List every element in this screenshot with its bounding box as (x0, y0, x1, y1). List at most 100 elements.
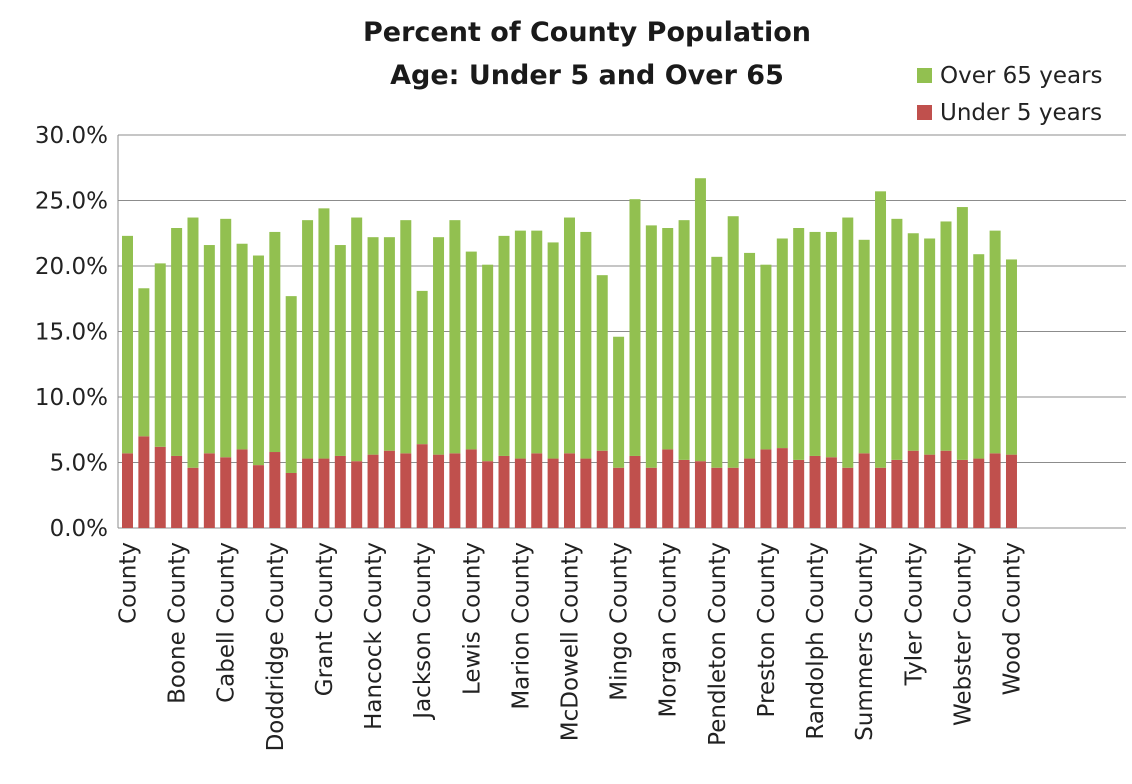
bar-under5 (154, 446, 166, 528)
bar-over65 (465, 251, 477, 450)
bar-under5 (285, 472, 297, 528)
bar-under5 (547, 458, 559, 528)
chart-subtitle: Age: Under 5 and Over 65 (390, 60, 784, 91)
bar-over65 (940, 221, 952, 451)
bar-over65 (973, 254, 985, 459)
x-tick-label: Doddridge County (263, 542, 289, 751)
bar-over65 (367, 237, 379, 455)
bar-over65 (154, 263, 166, 447)
bar-under5 (334, 455, 346, 528)
x-tick-label: McDowell County (557, 542, 583, 741)
bar-under5 (122, 453, 133, 528)
bar-over65 (580, 231, 592, 459)
x-tick-label: County (116, 542, 142, 624)
chart-title: Percent of County Population (363, 17, 811, 48)
bar-over65 (645, 225, 657, 468)
x-tick-label: Boone County (165, 542, 191, 704)
bar-over65 (989, 230, 1001, 454)
bar-under5 (940, 450, 952, 528)
bar-under5 (1005, 454, 1017, 528)
x-tick-label: Tyler County (901, 542, 927, 686)
y-tick-label: 20.0% (35, 254, 108, 280)
bar-over65 (187, 217, 199, 468)
bar-under5 (662, 449, 674, 528)
x-tick-label: Jackson County (410, 542, 436, 721)
bar-over65 (302, 220, 314, 459)
bar-under5 (875, 467, 887, 528)
bar-over65 (220, 218, 232, 458)
x-tick-label: Lewis County (459, 542, 485, 695)
x-tick-label: Mingo County (607, 542, 633, 701)
bar-under5 (776, 448, 788, 528)
bar-over65 (809, 231, 821, 456)
bar-under5 (449, 453, 461, 528)
bar-under5 (973, 458, 985, 528)
bar-over65 (252, 255, 264, 466)
bar-over65 (907, 233, 919, 451)
bar-under5 (171, 455, 183, 528)
legend-label-under5: Under 5 years (940, 100, 1102, 126)
bar-under5 (793, 459, 805, 528)
x-tick-label: Morgan County (656, 542, 682, 717)
bar-under5 (236, 449, 248, 528)
x-tick-label: Webster County (950, 542, 976, 726)
bar-over65 (547, 242, 559, 459)
bars (122, 178, 1017, 528)
bar-under5 (858, 453, 870, 528)
bar-under5 (809, 455, 821, 528)
bar-under5 (891, 459, 903, 528)
bar-over65 (563, 217, 575, 454)
x-axis-ticks: County Boone County Cabell County Doddridge… (116, 542, 1026, 751)
bar-under5 (956, 459, 968, 528)
bar-over65 (956, 207, 968, 460)
bar-over65 (858, 239, 870, 454)
bar-over65 (449, 220, 461, 454)
bar-over65 (351, 217, 363, 462)
bar-under5 (138, 436, 150, 528)
bar-under5 (613, 467, 625, 528)
bar-under5 (842, 467, 854, 528)
bar-over65 (531, 230, 543, 454)
bar-over65 (1005, 259, 1017, 455)
bar-over65 (318, 208, 330, 459)
bar-under5 (596, 450, 608, 528)
x-tick-label: Summers County (852, 542, 878, 741)
bar-over65 (891, 218, 903, 460)
bar-over65 (662, 228, 674, 450)
x-tick-label: Randolph County (803, 542, 829, 740)
bar-under5 (465, 449, 477, 528)
bar-under5 (400, 453, 412, 528)
x-tick-label: Pendleton County (705, 542, 731, 746)
bar-under5 (727, 467, 739, 528)
bar-under5 (482, 461, 494, 528)
bar-over65 (416, 290, 428, 445)
bar-over65 (744, 252, 756, 459)
bar-over65 (875, 191, 887, 468)
bar-under5 (318, 458, 330, 528)
legend-swatch-over65 (917, 68, 932, 83)
bar-over65 (122, 235, 133, 454)
x-tick-label: Hancock County (361, 542, 387, 730)
bar-under5 (744, 458, 756, 528)
x-tick-label: Wood County (999, 542, 1025, 695)
bar-under5 (678, 459, 690, 528)
y-tick-label: 10.0% (35, 385, 108, 411)
bar-over65 (776, 238, 788, 449)
bar-under5 (645, 467, 657, 528)
bar-under5 (367, 454, 379, 528)
y-tick-label: 0.0% (50, 516, 108, 542)
bar-under5 (220, 457, 232, 528)
bar-over65 (400, 220, 412, 454)
legend: Over 65 years Under 5 years (917, 63, 1103, 126)
bar-under5 (416, 444, 428, 528)
bar-under5 (711, 467, 723, 528)
bar-under5 (351, 461, 363, 528)
bar-over65 (825, 231, 837, 458)
y-tick-label: 15.0% (35, 320, 108, 346)
bar-over65 (138, 288, 150, 437)
bar-over65 (171, 228, 183, 456)
bar-over65 (678, 220, 690, 460)
bar-under5 (187, 467, 199, 528)
bar-under5 (694, 461, 706, 528)
